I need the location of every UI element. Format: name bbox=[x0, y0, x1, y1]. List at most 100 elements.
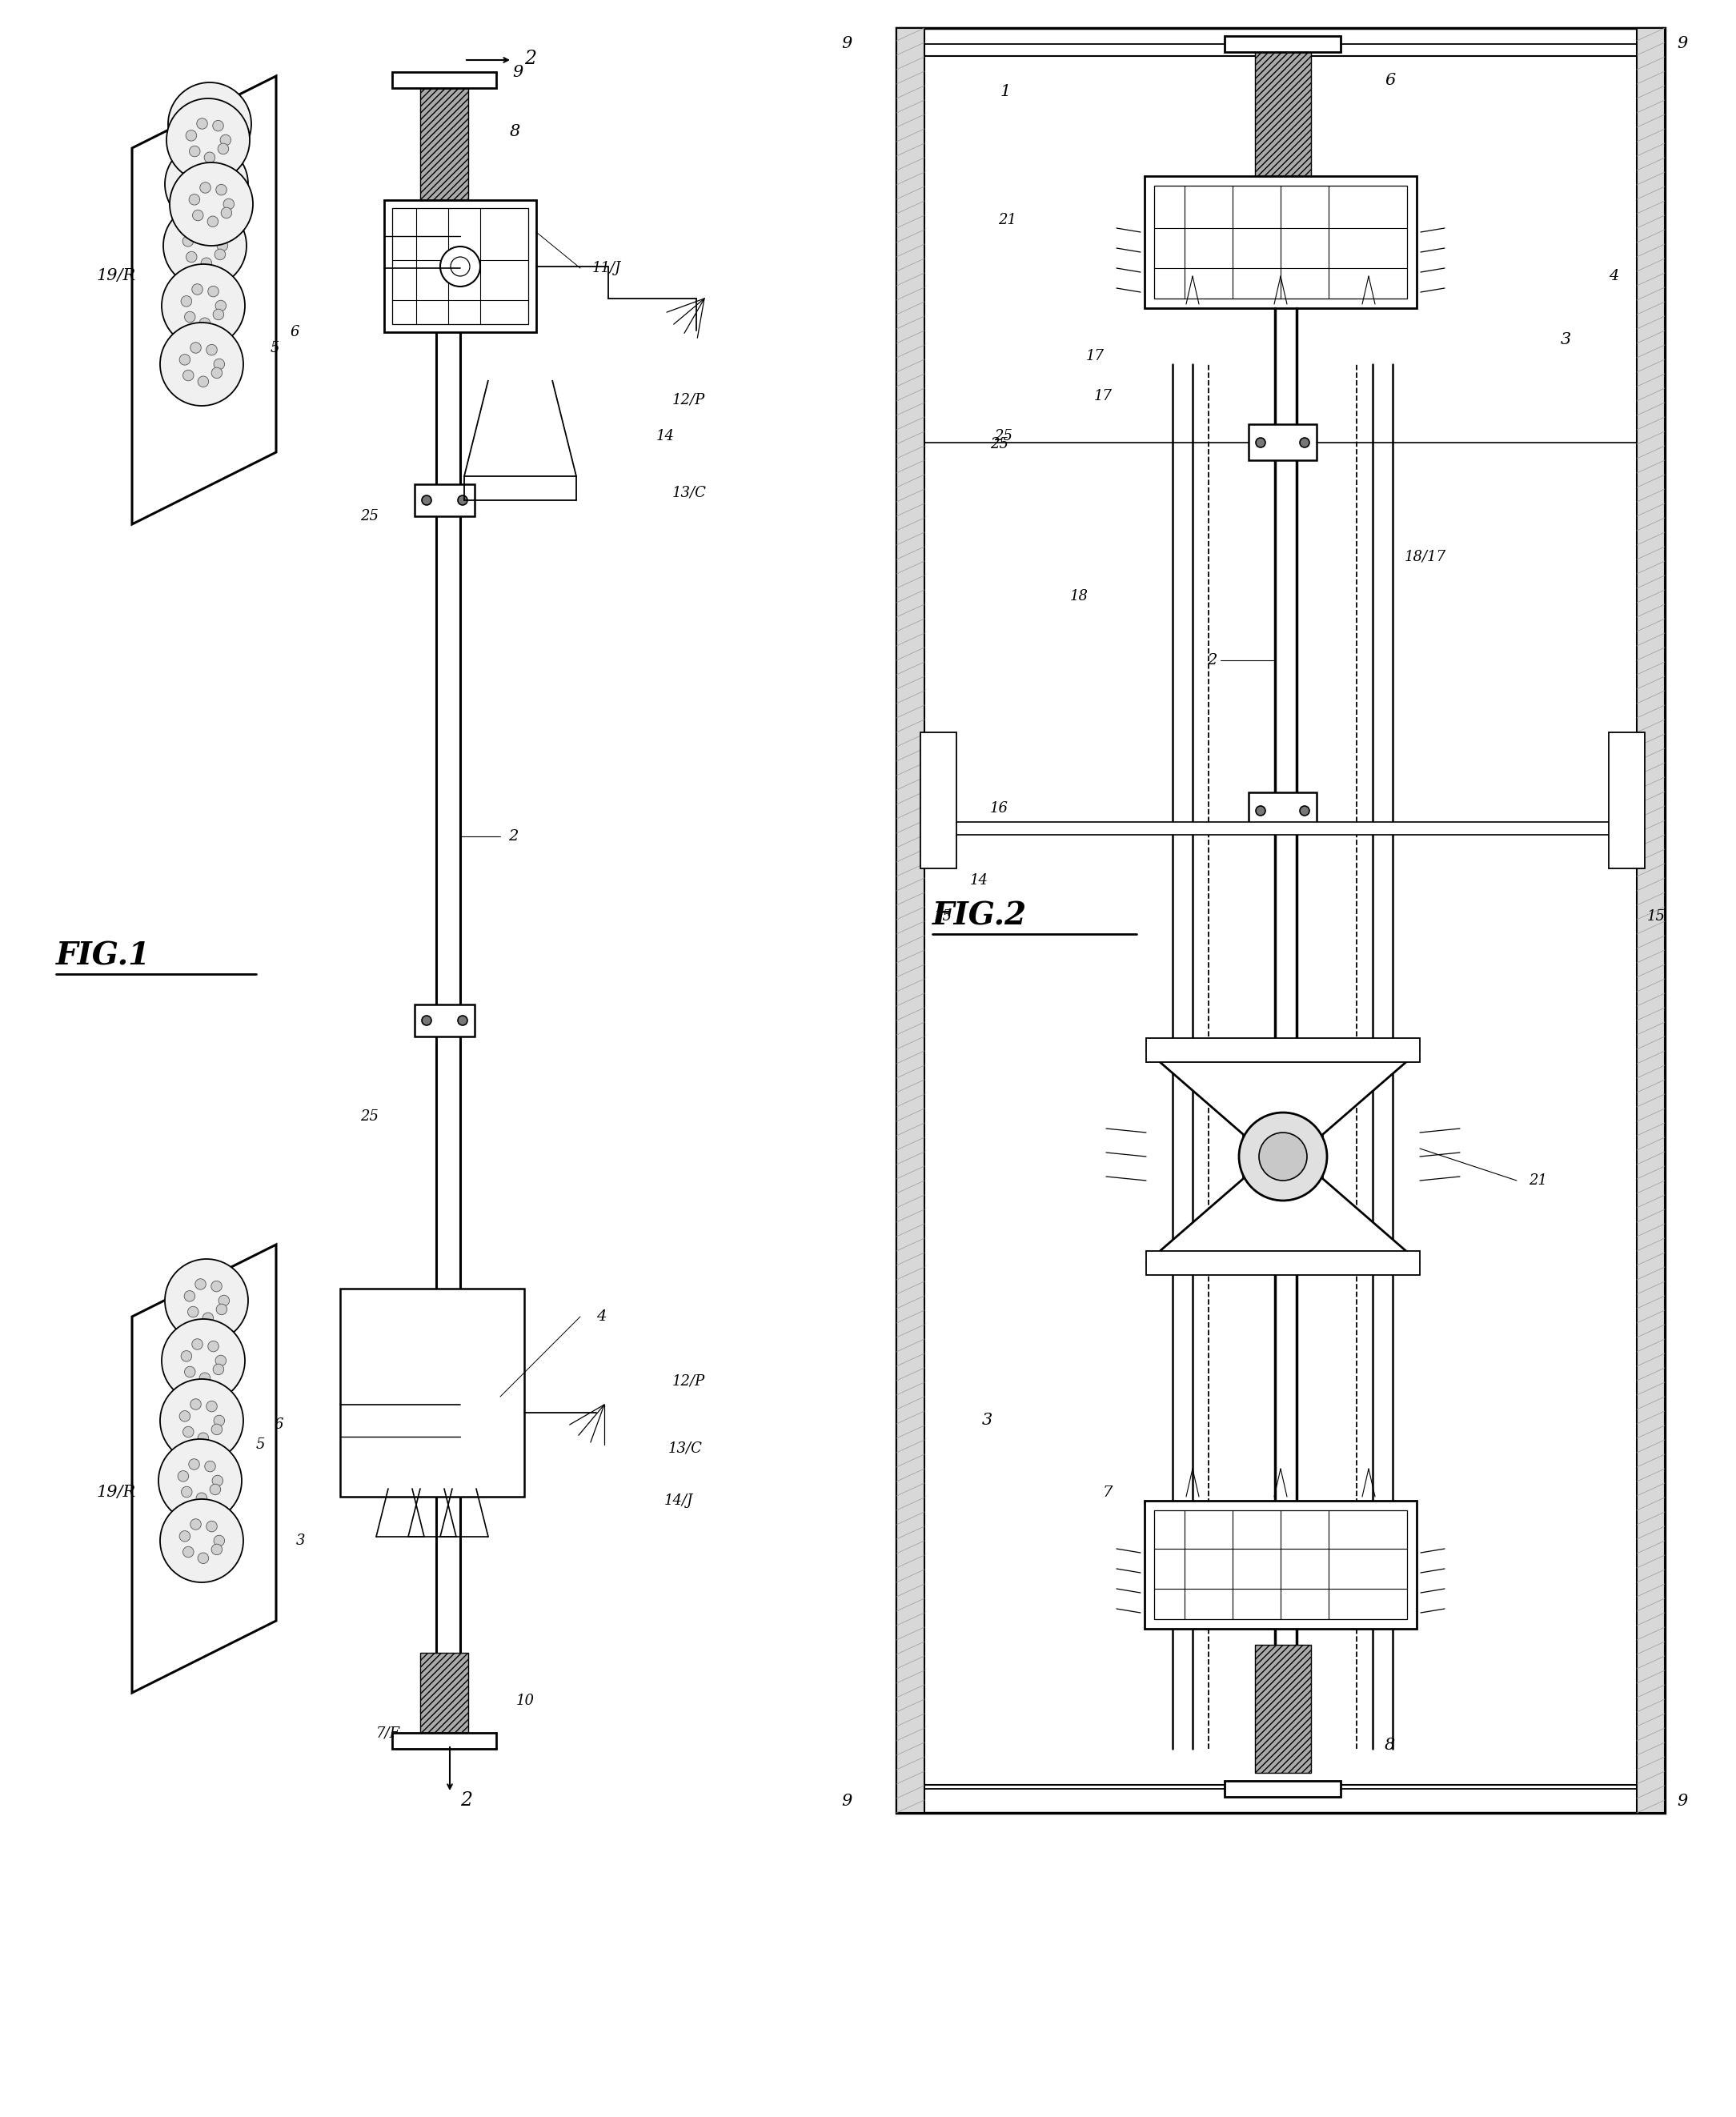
Text: 2: 2 bbox=[460, 1791, 472, 1810]
Circle shape bbox=[193, 284, 203, 294]
Text: 2: 2 bbox=[509, 830, 517, 843]
Text: 15: 15 bbox=[934, 908, 953, 923]
Bar bbox=[1146, 1251, 1420, 1274]
Circle shape bbox=[184, 311, 196, 322]
Circle shape bbox=[200, 318, 210, 328]
Bar bbox=[1609, 732, 1644, 868]
Circle shape bbox=[200, 1372, 210, 1385]
Circle shape bbox=[167, 99, 250, 182]
Text: 2: 2 bbox=[524, 49, 536, 68]
Polygon shape bbox=[1179, 265, 1207, 309]
Circle shape bbox=[212, 1543, 222, 1554]
Circle shape bbox=[161, 265, 245, 347]
Text: 15: 15 bbox=[1647, 908, 1665, 923]
Circle shape bbox=[203, 1313, 214, 1323]
Circle shape bbox=[170, 163, 253, 246]
Text: 25: 25 bbox=[995, 430, 1012, 442]
Circle shape bbox=[422, 495, 432, 506]
Text: 18: 18 bbox=[1069, 589, 1088, 603]
Circle shape bbox=[163, 203, 247, 288]
Circle shape bbox=[198, 102, 208, 112]
Circle shape bbox=[220, 207, 233, 218]
Circle shape bbox=[184, 1365, 196, 1378]
Circle shape bbox=[189, 146, 200, 157]
Circle shape bbox=[207, 135, 217, 146]
Text: 9: 9 bbox=[1677, 36, 1687, 51]
Circle shape bbox=[210, 1484, 220, 1495]
Circle shape bbox=[217, 188, 227, 199]
Circle shape bbox=[187, 114, 198, 125]
Text: 18/17: 18/17 bbox=[1404, 548, 1446, 563]
Circle shape bbox=[212, 1425, 222, 1435]
Circle shape bbox=[207, 1401, 217, 1412]
Circle shape bbox=[217, 144, 229, 155]
Circle shape bbox=[189, 1459, 200, 1469]
Circle shape bbox=[179, 1531, 191, 1541]
Circle shape bbox=[177, 1471, 189, 1482]
Text: 21: 21 bbox=[1529, 1173, 1547, 1188]
Circle shape bbox=[194, 1279, 207, 1289]
Text: 1: 1 bbox=[1000, 85, 1010, 99]
Bar bbox=[1255, 1645, 1311, 1772]
Bar bbox=[415, 1003, 474, 1037]
Circle shape bbox=[458, 1016, 467, 1025]
Circle shape bbox=[219, 127, 231, 138]
Circle shape bbox=[189, 195, 200, 205]
Circle shape bbox=[222, 119, 233, 129]
Text: 13/C: 13/C bbox=[672, 485, 707, 500]
Circle shape bbox=[214, 121, 224, 131]
Circle shape bbox=[182, 235, 193, 246]
Text: 4: 4 bbox=[1609, 269, 1618, 284]
Circle shape bbox=[193, 1338, 203, 1351]
Text: 8: 8 bbox=[510, 125, 521, 140]
Polygon shape bbox=[1266, 265, 1295, 309]
Circle shape bbox=[208, 286, 219, 296]
Circle shape bbox=[198, 377, 208, 387]
Circle shape bbox=[186, 252, 196, 263]
Circle shape bbox=[441, 246, 481, 286]
Circle shape bbox=[1259, 1133, 1307, 1181]
Circle shape bbox=[193, 210, 203, 220]
Bar bbox=[1144, 1501, 1417, 1628]
Circle shape bbox=[214, 1363, 224, 1374]
Text: 3: 3 bbox=[1561, 332, 1571, 347]
Text: 9: 9 bbox=[512, 64, 523, 80]
Circle shape bbox=[1300, 807, 1309, 815]
Circle shape bbox=[220, 135, 231, 146]
Text: 7/F: 7/F bbox=[377, 1725, 401, 1740]
Bar bbox=[896, 28, 925, 1812]
Text: 6: 6 bbox=[290, 324, 299, 339]
Bar bbox=[340, 1289, 524, 1497]
Bar bbox=[1637, 28, 1665, 1812]
Circle shape bbox=[207, 1520, 217, 1533]
Circle shape bbox=[196, 1492, 207, 1503]
Polygon shape bbox=[1354, 1456, 1384, 1501]
Circle shape bbox=[181, 1486, 193, 1497]
Circle shape bbox=[224, 199, 234, 210]
Circle shape bbox=[186, 129, 196, 142]
Circle shape bbox=[212, 1476, 222, 1486]
Circle shape bbox=[201, 258, 212, 269]
Text: 25: 25 bbox=[359, 1109, 378, 1124]
Text: 13/C: 13/C bbox=[668, 1442, 703, 1456]
Text: FIG.2: FIG.2 bbox=[932, 902, 1028, 931]
Circle shape bbox=[212, 1281, 222, 1291]
Text: 19/R: 19/R bbox=[95, 1486, 135, 1501]
Circle shape bbox=[1255, 807, 1266, 815]
Text: 12/P: 12/P bbox=[672, 394, 705, 406]
Text: 21: 21 bbox=[998, 214, 1017, 227]
Text: 19/R: 19/R bbox=[95, 269, 135, 284]
Circle shape bbox=[179, 354, 191, 364]
Circle shape bbox=[219, 1296, 229, 1306]
Circle shape bbox=[215, 184, 227, 195]
Circle shape bbox=[160, 1499, 243, 1581]
Text: 25: 25 bbox=[990, 436, 1009, 451]
Circle shape bbox=[182, 1548, 194, 1558]
Circle shape bbox=[191, 343, 201, 354]
Circle shape bbox=[179, 1410, 191, 1421]
Bar bbox=[415, 485, 474, 517]
Bar bbox=[1224, 36, 1340, 53]
Text: 10: 10 bbox=[516, 1694, 535, 1708]
Bar bbox=[925, 821, 1637, 834]
Circle shape bbox=[193, 224, 205, 235]
